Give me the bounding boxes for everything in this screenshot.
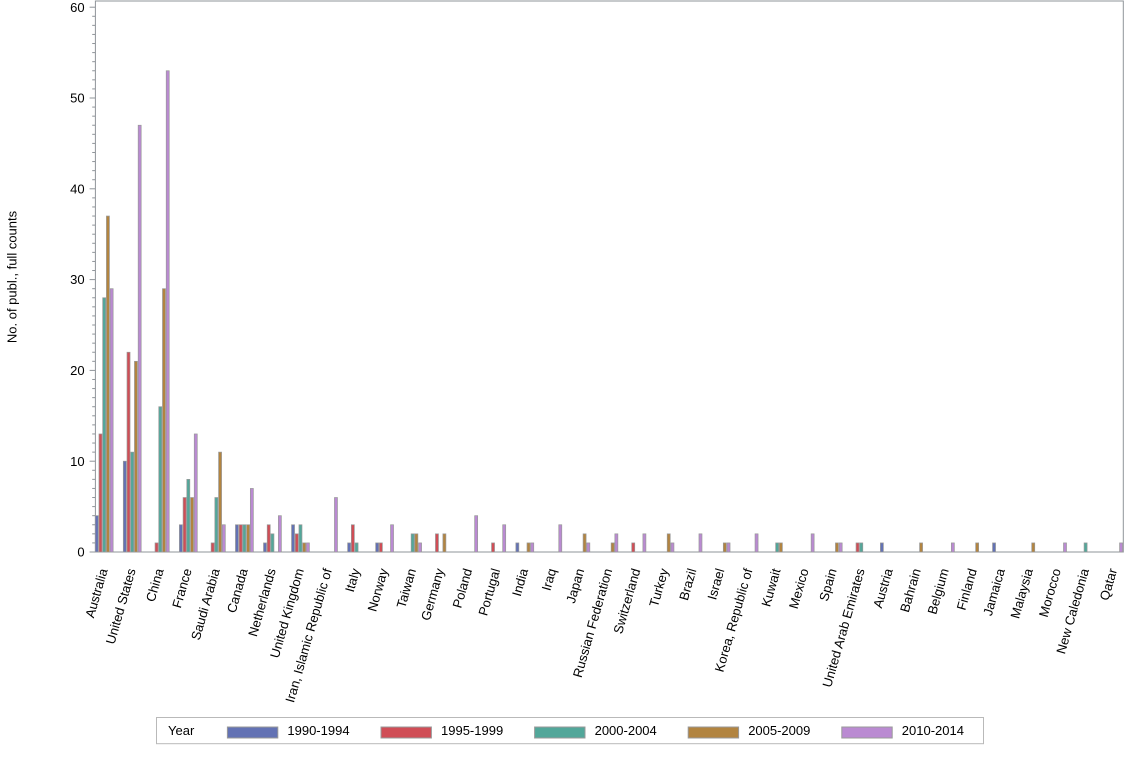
svg-text:40: 40 <box>70 181 84 196</box>
svg-text:10: 10 <box>70 454 84 469</box>
svg-text:No. of publ., full counts: No. of publ., full counts <box>5 210 20 343</box>
svg-text:Italy: Italy <box>342 566 363 594</box>
svg-text:2005-2009: 2005-2009 <box>748 723 810 738</box>
svg-text:Year: Year <box>168 723 195 738</box>
svg-text:20: 20 <box>70 363 84 378</box>
svg-text:50: 50 <box>70 91 84 106</box>
svg-text:30: 30 <box>70 272 84 287</box>
svg-text:2000-2004: 2000-2004 <box>595 723 657 738</box>
svg-text:0: 0 <box>77 545 84 560</box>
svg-text:1995-1999: 1995-1999 <box>441 723 503 738</box>
svg-text:1990-1994: 1990-1994 <box>287 723 349 738</box>
svg-text:Iraq: Iraq <box>539 567 560 593</box>
svg-text:2010-2014: 2010-2014 <box>902 723 964 738</box>
svg-text:60: 60 <box>70 0 84 15</box>
